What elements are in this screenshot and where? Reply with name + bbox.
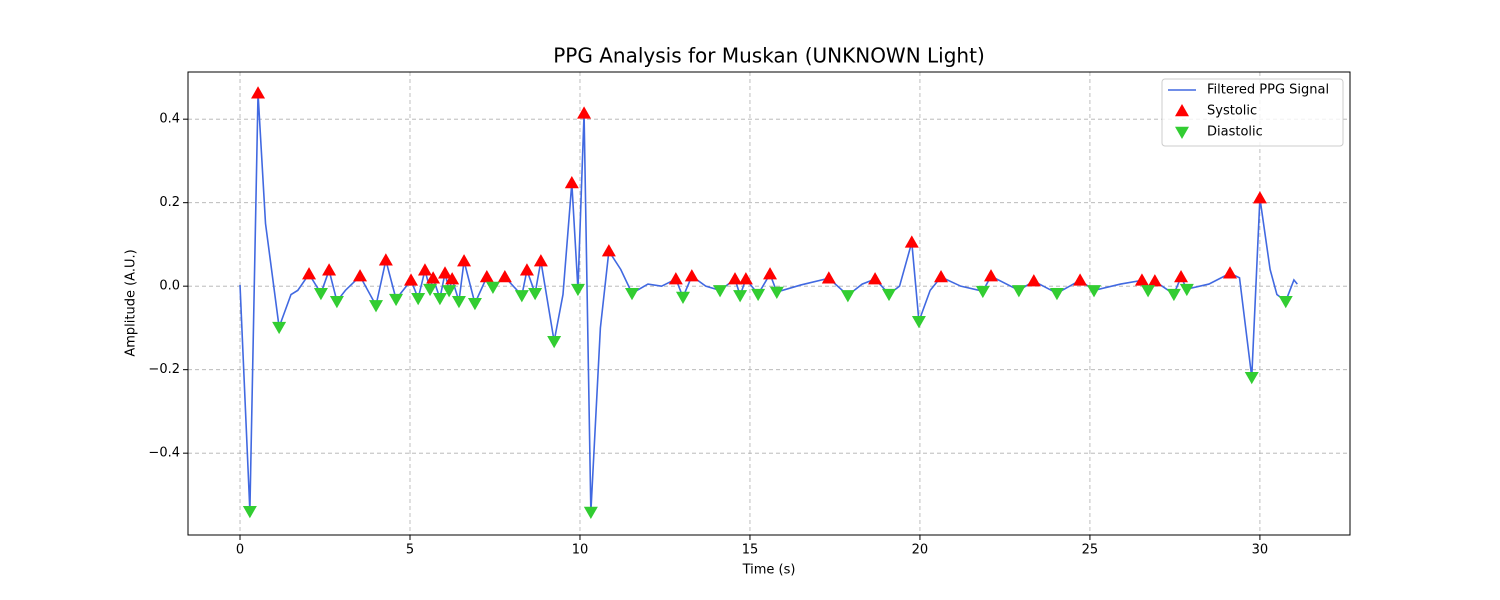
diastolic-marker bbox=[975, 285, 990, 299]
diastolic-marker bbox=[442, 285, 457, 298]
systolic-marker bbox=[821, 271, 836, 284]
diastolic-marker bbox=[467, 298, 482, 311]
diastolic-marker bbox=[547, 336, 562, 349]
systolic-marker bbox=[1252, 191, 1267, 204]
diastolic-marker bbox=[583, 506, 598, 520]
systolic-marker bbox=[868, 272, 883, 285]
x-tick-label: 25 bbox=[1082, 543, 1099, 558]
systolic-marker bbox=[601, 244, 616, 257]
y-tick-label: 0.0 bbox=[159, 279, 180, 294]
legend-handle bbox=[1175, 104, 1189, 117]
systolic-marker bbox=[438, 266, 453, 279]
diastolic-marker bbox=[1244, 371, 1259, 385]
systolic-marker bbox=[564, 176, 579, 189]
diastolic-marker bbox=[733, 290, 748, 303]
diastolic-marker bbox=[1166, 288, 1181, 302]
signal-line bbox=[239, 93, 1298, 513]
systolic-marker bbox=[904, 235, 919, 248]
diastolic-marker bbox=[1179, 283, 1194, 297]
diastolic-marker bbox=[411, 293, 426, 306]
systolic-marker bbox=[457, 254, 472, 267]
axes-frame bbox=[187, 71, 1351, 536]
y-tick-label: 0.2 bbox=[159, 195, 180, 210]
systolic-marker bbox=[1073, 273, 1088, 286]
systolic-marker bbox=[302, 267, 317, 280]
diastolic-marker bbox=[713, 285, 728, 298]
systolic-marker bbox=[728, 272, 743, 285]
legend-box bbox=[1161, 78, 1344, 147]
diastolic-marker bbox=[485, 281, 500, 295]
systolic-marker bbox=[378, 253, 393, 266]
x-tick-label: 15 bbox=[742, 543, 759, 558]
diastolic-marker bbox=[1278, 295, 1293, 309]
diastolic-marker bbox=[242, 505, 257, 519]
diastolic-marker bbox=[451, 295, 466, 309]
systolic-marker bbox=[934, 269, 949, 283]
systolic-marker bbox=[497, 269, 512, 283]
diastolic-marker bbox=[882, 288, 897, 302]
systolic-marker bbox=[417, 263, 432, 276]
x-tick-label: 20 bbox=[912, 543, 929, 558]
diastolic-marker bbox=[1141, 285, 1156, 298]
diastolic-marker bbox=[675, 291, 690, 305]
systolic-marker bbox=[668, 272, 683, 285]
x-axis-label: Time (s) bbox=[742, 563, 796, 578]
diastolic-marker bbox=[272, 321, 287, 335]
diastolic-marker bbox=[751, 288, 766, 302]
systolic-marker bbox=[1147, 274, 1162, 287]
diastolic-marker bbox=[423, 283, 438, 297]
diastolic-marker bbox=[911, 315, 926, 329]
diastolic-marker bbox=[570, 283, 585, 297]
diastolic-marker bbox=[1049, 288, 1064, 301]
y-axis-label: Amplitude (A.U.) bbox=[124, 249, 139, 356]
systolic-marker bbox=[763, 267, 778, 280]
diastolic-marker bbox=[389, 293, 404, 307]
systolic-marker bbox=[533, 254, 548, 267]
y-tick-label: −0.2 bbox=[148, 362, 180, 377]
x-tick-label: 0 bbox=[236, 543, 244, 558]
legend-label: Systolic bbox=[1207, 104, 1257, 119]
diastolic-marker bbox=[840, 290, 855, 303]
systolic-marker bbox=[353, 269, 368, 282]
diastolic-marker bbox=[769, 286, 784, 300]
systolic-marker bbox=[684, 269, 699, 282]
legend-label: Filtered PPG Signal bbox=[1207, 83, 1329, 98]
systolic-marker bbox=[1222, 266, 1237, 279]
x-tick-label: 10 bbox=[572, 543, 589, 558]
diastolic-marker bbox=[514, 290, 529, 303]
legend-handle bbox=[1175, 126, 1189, 139]
y-tick-label: −0.4 bbox=[148, 446, 180, 461]
diastolic-marker bbox=[313, 288, 328, 301]
systolic-marker bbox=[445, 272, 460, 285]
systolic-marker bbox=[577, 106, 592, 119]
systolic-marker bbox=[1026, 274, 1041, 287]
diastolic-marker bbox=[624, 288, 639, 301]
systolic-marker bbox=[426, 271, 441, 284]
systolic-marker bbox=[404, 273, 419, 286]
x-tick-label: 5 bbox=[406, 543, 414, 558]
diastolic-marker bbox=[369, 300, 384, 313]
y-tick-label: 0.4 bbox=[159, 112, 180, 127]
systolic-marker bbox=[983, 269, 998, 282]
diastolic-marker bbox=[1011, 285, 1026, 298]
systolic-marker bbox=[519, 263, 534, 276]
systolic-marker bbox=[1134, 273, 1149, 286]
diastolic-marker bbox=[528, 288, 543, 301]
systolic-marker bbox=[738, 272, 753, 285]
systolic-marker bbox=[479, 269, 494, 283]
diastolic-marker bbox=[329, 295, 344, 309]
chart-title: PPG Analysis for Muskan (UNKNOWN Light) bbox=[553, 44, 985, 68]
diastolic-marker bbox=[432, 293, 447, 306]
systolic-marker bbox=[322, 263, 337, 276]
systolic-marker bbox=[1174, 269, 1189, 283]
diastolic-marker bbox=[1087, 285, 1102, 298]
systolic-marker bbox=[251, 86, 266, 99]
x-tick-label: 30 bbox=[1252, 543, 1269, 558]
legend-label: Diastolic bbox=[1207, 125, 1263, 140]
